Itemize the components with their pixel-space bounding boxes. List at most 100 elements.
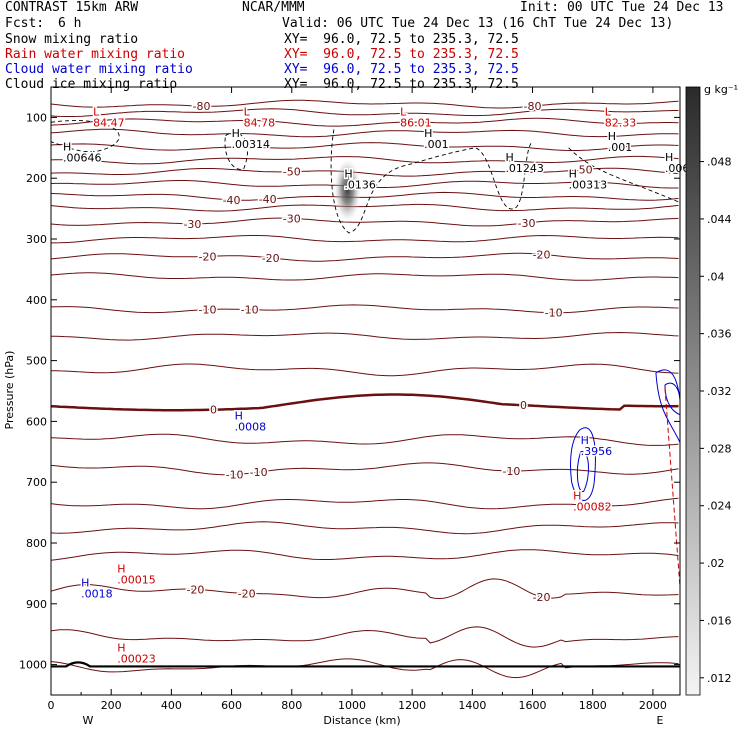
freezing-level-label: 0 (210, 404, 217, 417)
temp-contour-label: -20 (533, 591, 551, 604)
temp-contour (51, 462, 679, 476)
x-tick-label: 1400 (458, 699, 486, 712)
temp-contour-label: -10 (241, 304, 259, 317)
temp-contour (51, 578, 679, 600)
colorbar-tick-label: .044 (707, 213, 732, 226)
x-tick-label: 800 (281, 699, 302, 712)
temp-contour (51, 117, 679, 127)
temp-contour (51, 363, 679, 377)
maxmin-value: .00015 (117, 574, 156, 587)
temp-contour-label: -10 (502, 465, 520, 478)
maxmin-value: .0136 (344, 178, 376, 191)
maxmin-marker: L (93, 105, 100, 118)
maxmin-value: .00082 (573, 501, 612, 514)
temp-contour (51, 433, 679, 446)
y-tick-label: 500 (26, 355, 47, 368)
colorbar-tick-label: .012 (707, 672, 732, 685)
temp-contour-label: -80 (524, 100, 542, 113)
y-tick-label: 800 (26, 537, 47, 550)
maxmin-value: .01243 (505, 162, 543, 175)
maxmin-value: .00314 (232, 138, 271, 151)
temp-contour (51, 331, 679, 341)
temp-contour (51, 521, 679, 535)
maxmin-marker: H (235, 409, 243, 422)
colorbar-tick-label: .02 (707, 557, 725, 570)
init-time: Init: 00 UTC Tue 24 Dec 13 (520, 0, 724, 15)
cloud-water-contour (570, 427, 596, 501)
rain-water-contour (664, 387, 680, 594)
temp-contour-label: -80 (192, 100, 210, 113)
temp-contour (51, 180, 679, 189)
maxmin-marker: H (232, 127, 240, 140)
temp-contour-label: -50 (575, 163, 593, 176)
temp-contour-label: -20 (186, 583, 204, 596)
maxmin-marker: H (344, 167, 352, 180)
maxmin-value: .0018 (81, 588, 113, 601)
y-tick-label: 400 (26, 294, 47, 307)
y-tick-label: 700 (26, 476, 47, 489)
maxmin-marker: H (581, 434, 589, 447)
temp-contour-label: -20 (238, 587, 256, 600)
maxmin-marker: H (569, 167, 577, 180)
temp-contour-label: -30 (183, 218, 201, 231)
temp-contour (51, 234, 679, 244)
colorbar-tick-label: .04 (707, 270, 725, 283)
x-tick-label: 2000 (639, 699, 667, 712)
temp-contour-label: -40 (223, 194, 241, 207)
temp-contour-label: -10 (545, 307, 563, 320)
temp-contour-label: -10 (226, 468, 244, 481)
temp-contour (51, 108, 679, 117)
surface-terrain-line (51, 661, 680, 668)
maxmin-marker: H (608, 130, 616, 143)
temp-contour-label: -10 (250, 466, 268, 479)
temp-contour (51, 191, 679, 201)
colorbar-strip (685, 86, 701, 696)
temp-contour-label: -20 (533, 248, 551, 261)
maxmin-value: .00646 (63, 152, 102, 165)
maxmin-marker: H (117, 642, 125, 655)
maxmin-marker: L (400, 105, 407, 118)
forecast-label: Fcst: (5, 16, 45, 31)
cloud-field-name: Cloud water mixing ratio (5, 62, 193, 77)
maxmin-value: .001 (424, 138, 449, 151)
cloud-field-xy: XY= 96.0, 72.5 to 235.3, 72.5 (284, 62, 519, 77)
x-tick-label: 400 (161, 699, 182, 712)
temp-contour (51, 217, 679, 227)
colorbar-tick-label: .024 (707, 500, 732, 513)
maxmin-value: 86.01 (400, 116, 432, 129)
temp-contour-label: -30 (518, 217, 536, 230)
y-axis-label: Pressure (hPa) (3, 351, 16, 430)
freezing-level-contour (51, 393, 679, 412)
maxmin-marker: H (665, 151, 673, 164)
maxmin-value: .00313 (569, 178, 608, 191)
x-tick-label: 1800 (579, 699, 607, 712)
temp-contour (51, 549, 679, 561)
temp-contour (51, 142, 679, 151)
cloud-water-contour (576, 451, 589, 492)
temp-contour-label: -20 (262, 252, 280, 265)
maxmin-value: 82.33 (605, 116, 637, 129)
y-tick-label: 300 (26, 233, 47, 246)
maxmin-marker: H (505, 151, 513, 164)
maxmin-marker: L (244, 105, 251, 118)
temp-contour-label: -30 (283, 212, 301, 225)
temp-contour (51, 128, 679, 138)
temp-contour-label: -40 (259, 193, 277, 206)
maxmin-value: .0008 (235, 420, 267, 433)
colorbar-tick-label: .036 (707, 328, 732, 341)
colorbar-tick-label: .028 (707, 442, 732, 455)
rain-field-name: Rain water mixing ratio (5, 47, 186, 62)
temp-contour-label: -50 (283, 166, 301, 179)
snow-field-xy: XY= 96.0, 72.5 to 235.3, 72.5 (284, 32, 519, 47)
x-tick-label: 600 (221, 699, 242, 712)
maxmin-value: 84.78 (244, 116, 275, 129)
maxmin-marker: H (424, 127, 432, 140)
maxmin-marker: H (81, 577, 89, 590)
temp-contour (51, 252, 679, 262)
y-tick-label: 100 (26, 111, 47, 124)
temp-contour-label: -20 (199, 250, 217, 263)
valid-time: Valid: 06 UTC Tue 24 Dec 13 (16 ChT Tue … (282, 16, 674, 31)
colorbar-unit: g kg⁻¹ (704, 83, 738, 96)
x-tick-label: 1200 (398, 699, 426, 712)
west-label: W (83, 714, 94, 727)
